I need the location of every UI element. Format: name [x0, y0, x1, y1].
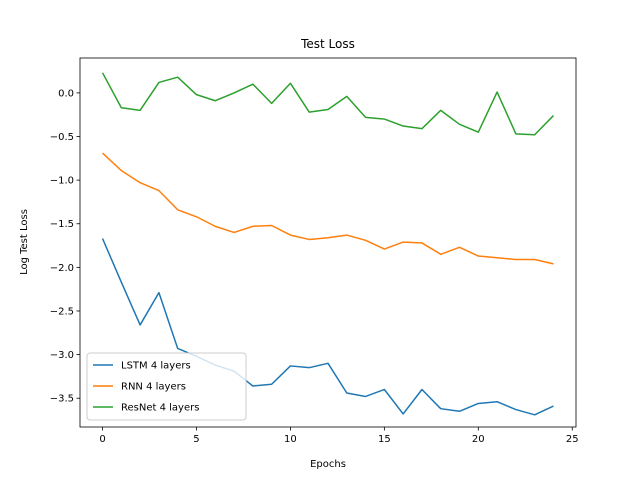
x-tick-label: 5: [193, 434, 199, 445]
x-axis: 0 5 10 15 20 25: [99, 427, 579, 445]
y-tick-label: −3.5: [50, 394, 74, 405]
series-line-1: [102, 152, 554, 265]
series-layer: [101, 72, 554, 416]
x-tick-label: 20: [472, 434, 485, 445]
legend-label-1: RNN 4 layers: [121, 382, 186, 393]
y-tick-label: −1.5: [50, 219, 74, 230]
y-axis: 0.0 −0.5 −1.0 −1.5 −2.0 −2.5 −3.0 −3.5: [50, 88, 80, 405]
plot-frame: [79, 57, 577, 428]
x-tick-label: 10: [284, 434, 297, 445]
x-tick-label: 15: [378, 434, 391, 445]
x-axis-label: Epochs: [310, 459, 346, 470]
legend-label-2: ResNet 4 layers: [121, 403, 199, 414]
y-tick-label: −1.0: [50, 176, 74, 187]
y-tick-label: −2.0: [50, 263, 74, 274]
legend-label-0: LSTM 4 layers: [121, 361, 191, 372]
legend: LSTM 4 layers RNN 4 layers ResNet 4 layers: [86, 352, 247, 421]
legend-box: [86, 352, 247, 421]
series-line-0: [101, 238, 554, 416]
x-tick-label: 25: [566, 434, 579, 445]
x-tick-label: 0: [99, 434, 105, 445]
y-tick-label: −2.5: [50, 306, 74, 317]
y-tick-label: −3.0: [50, 350, 74, 361]
y-tick-label: 0.0: [58, 88, 74, 99]
series-line-2: [101, 72, 554, 136]
y-axis-label: Log Test Loss: [19, 209, 30, 275]
y-tick-label: −0.5: [50, 132, 74, 143]
chart-title: Test Loss: [300, 37, 355, 51]
